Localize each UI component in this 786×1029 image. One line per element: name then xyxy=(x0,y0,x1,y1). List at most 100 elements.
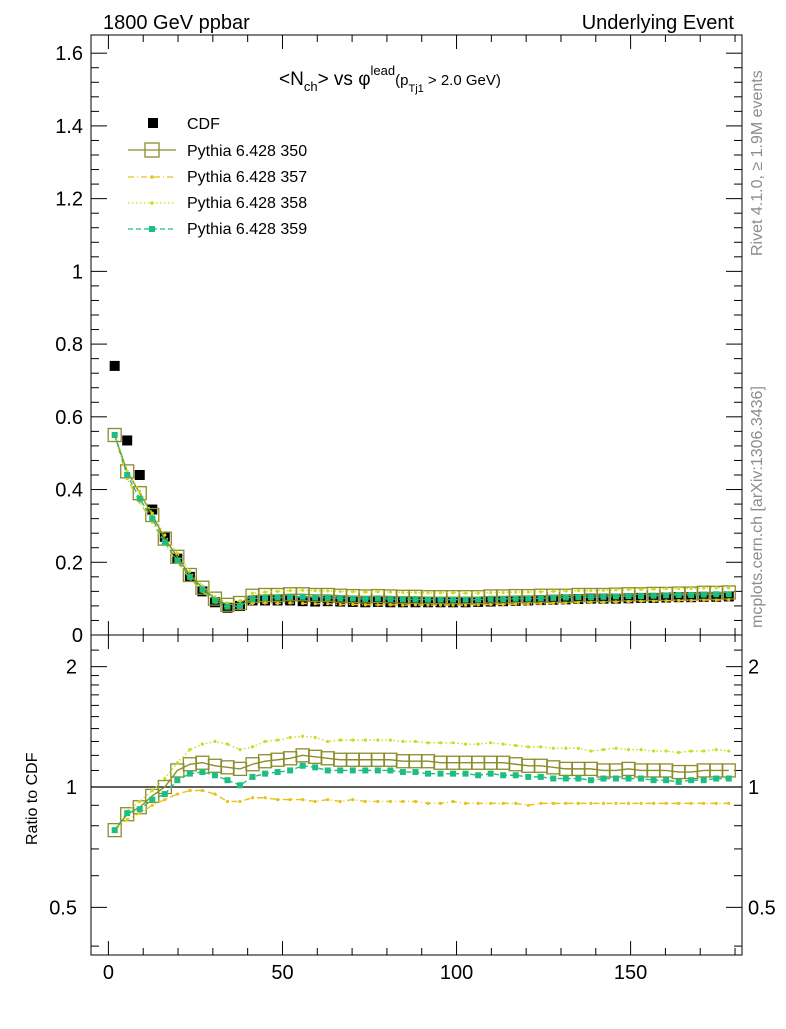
pythia-6-428-359-point xyxy=(537,595,544,602)
pythia-6-428-358-point xyxy=(313,735,317,740)
pythia-6-428-359-point xyxy=(525,595,532,602)
pythia-6-428-358-point xyxy=(200,742,205,746)
pythia-6-428-357-point xyxy=(313,799,317,804)
pythia-6-428-357-point xyxy=(376,603,380,607)
legend-p358-label: Pythia 6.428 358 xyxy=(187,195,307,212)
pythia-6-428-359-point xyxy=(475,772,482,779)
pythia-6-428-358-line xyxy=(114,735,729,831)
ratio-ticks: 0 50 100 150 0.5 0.5 1 1 2 2 xyxy=(49,635,776,984)
legend-cdf-label: CDF xyxy=(187,116,220,133)
pythia-6-428-358-point xyxy=(163,533,167,537)
main-ytick-label: 1 xyxy=(72,261,83,283)
pythia-6-428-358-point xyxy=(551,746,555,750)
pythia-6-428-359-point xyxy=(211,772,218,779)
cdf-point xyxy=(159,531,170,542)
pythia-6-428-358-point xyxy=(351,590,355,594)
pythia-6-428-359-point xyxy=(462,596,469,603)
pythia-6-428-357-point xyxy=(213,792,217,796)
pythia-6-428-357-point xyxy=(388,799,392,804)
pythia-6-428-358-point xyxy=(401,739,405,744)
pythia-6-428-357-point xyxy=(489,602,493,607)
pythia-6-428-358-point xyxy=(288,589,292,593)
pythia-6-428-358-point xyxy=(438,591,443,595)
pythia-6-428-350-point xyxy=(195,580,210,595)
pythia-6-428-358-point xyxy=(451,741,455,745)
pythia-6-428-359-point xyxy=(725,775,732,782)
pythia-6-428-358-point xyxy=(363,590,367,594)
pythia-6-428-357-point xyxy=(702,801,706,805)
pythia-6-428-359-point xyxy=(725,591,732,598)
ratio-xtick-label: 50 xyxy=(271,962,293,984)
pythia-6-428-358-point xyxy=(413,739,418,744)
main-ytick-label: 0.8 xyxy=(55,334,83,356)
pythia-6-428-359-point xyxy=(236,602,243,609)
pythia-6-428-358-point xyxy=(677,586,681,591)
pythia-6-428-359-point xyxy=(663,777,670,784)
pythia-6-428-359-point xyxy=(713,591,720,598)
pythia-6-428-359-point xyxy=(675,592,682,598)
pythia-6-428-359-point xyxy=(512,772,519,779)
pythia-6-428-357-point xyxy=(326,602,330,606)
pythia-6-428-357-point xyxy=(551,801,555,805)
pythia-6-428-358-point xyxy=(175,551,179,555)
cdf-point xyxy=(360,597,371,608)
main-ytick-label: 0 xyxy=(72,625,83,647)
pythia-6-428-357-point xyxy=(639,801,643,805)
pythia-6-428-357-point xyxy=(275,601,280,605)
pythia-6-428-359-point xyxy=(437,596,444,603)
pythia-6-428-359-point xyxy=(412,596,419,603)
pythia-6-428-359-point xyxy=(625,593,632,600)
pythia-6-428-358-point xyxy=(363,738,367,742)
pythia-6-428-357-point xyxy=(689,598,693,603)
title-paren-close: > 2.0 GeV) xyxy=(424,72,501,89)
pythia-6-428-359-point xyxy=(487,596,494,602)
pythia-6-428-358-point xyxy=(501,742,505,746)
pythia-6-428-358-point xyxy=(476,742,480,746)
pythia-6-428-359-point xyxy=(399,769,406,776)
legend-p359-label: Pythia 6.428 359 xyxy=(187,221,307,238)
pythia-6-428-358-point xyxy=(614,746,618,750)
pythia-6-428-357-point xyxy=(351,602,355,607)
pythia-6-428-350-point xyxy=(232,595,248,611)
pythia-6-428-359-point xyxy=(450,596,457,603)
pythia-6-428-357-point xyxy=(564,601,568,605)
pythia-6-428-357-point xyxy=(301,798,305,802)
pythia-6-428-357-point xyxy=(275,798,280,802)
pythia-6-428-358-point xyxy=(564,589,568,593)
source-label: mcplots.cern.ch [arXiv:1306.3436] xyxy=(749,386,766,628)
pythia-6-428-357-point xyxy=(614,600,618,604)
pythia-6-428-359-point xyxy=(262,594,269,601)
pythia-6-428-358-point xyxy=(489,741,493,745)
pythia-6-428-358-point xyxy=(539,745,543,749)
pythia-6-428-358-point xyxy=(213,739,217,744)
pythia-6-428-359-point xyxy=(387,596,394,602)
pythia-6-428-357-point xyxy=(438,603,443,607)
pythia-6-428-357-point xyxy=(539,602,543,606)
pythia-6-428-357-point xyxy=(301,601,305,605)
pythia-6-428-357-point xyxy=(138,811,142,815)
pythia-6-428-358-point xyxy=(526,745,530,749)
ratio-xtick-label: 100 xyxy=(440,962,473,984)
pythia-6-428-359-point xyxy=(399,596,406,603)
header-left: 1800 GeV ppbar xyxy=(103,12,250,34)
legend-p357-marker xyxy=(150,175,154,179)
pythia-6-428-358-point xyxy=(188,748,192,752)
pythia-6-428-358-point xyxy=(138,799,142,804)
rivet-label: Rivet 4.1.0, ≥ 1.9M events xyxy=(749,70,766,256)
pythia-6-428-358-point xyxy=(150,511,154,515)
pythia-6-428-358-point xyxy=(576,589,580,593)
pythia-6-428-357-point xyxy=(376,799,380,804)
ratio-ytick-label-right: 2 xyxy=(748,657,759,679)
pythia-6-428-359-point xyxy=(638,593,645,600)
pythia-6-428-358-point xyxy=(463,591,468,595)
pythia-6-428-357-point xyxy=(263,601,267,605)
legend-p359-marker xyxy=(149,226,155,232)
pythia-6-428-359-point xyxy=(362,767,369,774)
pythia-6-428-359-point xyxy=(587,594,594,601)
ratio-y-label: Ratio to CDF xyxy=(24,752,41,845)
title-paren-open: (p xyxy=(395,72,408,89)
pythia-6-428-357-point xyxy=(551,601,555,605)
pythia-6-428-359-point xyxy=(374,767,381,774)
pythia-6-428-357-point xyxy=(426,603,430,607)
